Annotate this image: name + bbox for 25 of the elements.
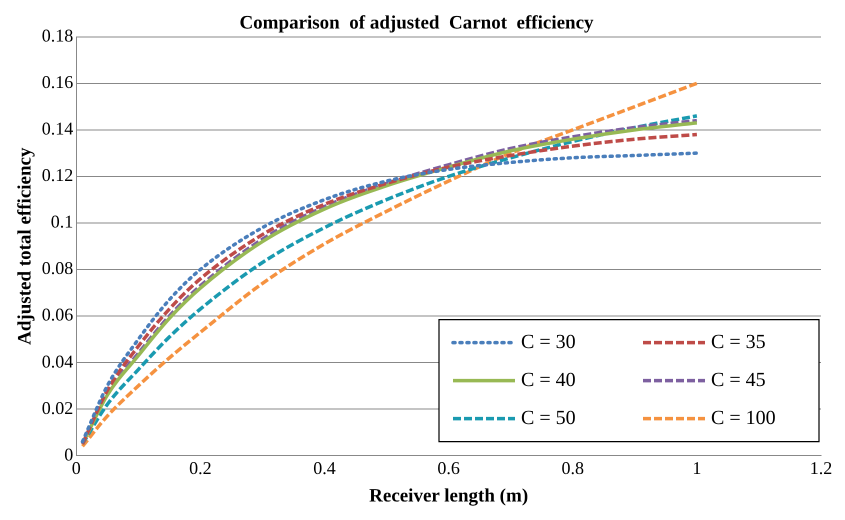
y-tick-label: 0.06 bbox=[42, 304, 74, 325]
legend-label: C = 45 bbox=[711, 368, 766, 391]
y-tick-label: 0.04 bbox=[42, 351, 74, 372]
y-tick-label: 0.1 bbox=[50, 212, 74, 232]
y-tick-label: 0.12 bbox=[42, 165, 74, 186]
y-tick-label: 0.02 bbox=[42, 398, 74, 418]
x-tick-label: 1.2 bbox=[810, 458, 832, 478]
legend-label: C = 40 bbox=[521, 368, 576, 391]
y-tick-label: 0.18 bbox=[42, 26, 74, 46]
x-axis-title: Receiver length (m) bbox=[369, 486, 528, 507]
x-tick-label: 0.8 bbox=[562, 458, 584, 478]
x-tick-label: 0.6 bbox=[437, 458, 460, 478]
x-tick-label: 1 bbox=[692, 458, 702, 478]
y-axis-title: Adjusted total efficiency bbox=[14, 147, 36, 345]
y-tick-label: 0.14 bbox=[42, 118, 74, 139]
y-tick-label: 0.16 bbox=[42, 72, 74, 92]
legend-label: C = 50 bbox=[521, 406, 576, 429]
x-tick-label: 0.4 bbox=[313, 458, 336, 478]
legend-label: C = 30 bbox=[521, 330, 576, 353]
chart-title: Comparison of adjusted Carnot efficiency bbox=[239, 12, 594, 34]
legend-label: C = 100 bbox=[711, 406, 776, 429]
x-tick-label: 0.2 bbox=[189, 458, 212, 478]
legend-label: C = 35 bbox=[711, 330, 766, 353]
y-tick-label: 0.08 bbox=[42, 258, 74, 278]
y-tick-label: 0 bbox=[64, 444, 74, 464]
